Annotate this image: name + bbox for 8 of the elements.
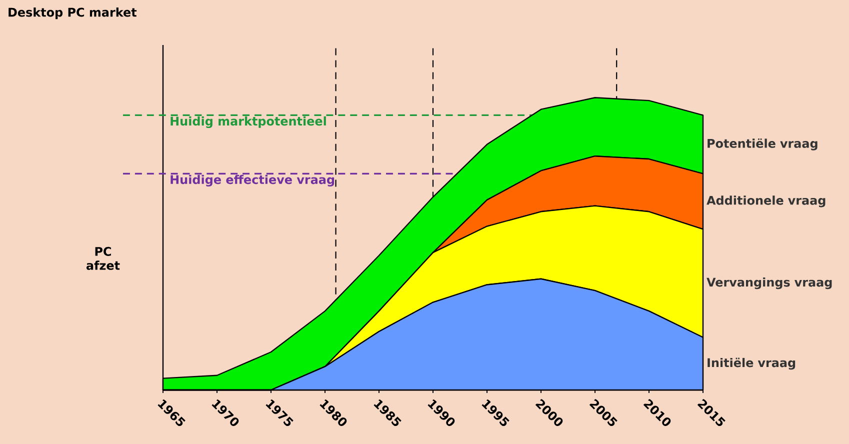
- chart-title: Desktop PC market: [8, 8, 137, 20]
- ref-line-label: Huidige effectieve vraag: [170, 174, 334, 186]
- series-label: Initiële vraag: [708, 358, 796, 370]
- series-label: Vervangings vraag: [706, 277, 832, 290]
- series-label: Additionele vraag: [706, 196, 826, 208]
- text: PC afzet: [86, 246, 120, 270]
- ref-line-label: Huidig marktpotentieel: [170, 116, 326, 128]
- series-label: Potentiële vraag: [708, 138, 818, 150]
